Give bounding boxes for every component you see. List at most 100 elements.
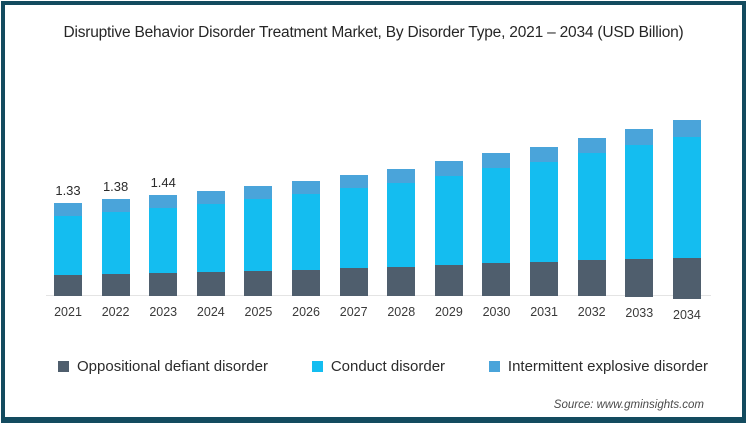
bar-segment-oppositional-defiant-disorder — [149, 273, 178, 296]
legend-item-conduct-disorder: Conduct disorder — [311, 358, 446, 375]
bar-segment-oppositional-defiant-disorder — [387, 267, 416, 296]
bar-segment-intermittent-explosive-disorder — [530, 147, 559, 162]
bar-stack — [339, 175, 368, 296]
bar-stack — [387, 169, 416, 296]
legend-label: Oppositional defiant disorder — [77, 358, 268, 375]
bar-segment-oppositional-defiant-disorder — [672, 258, 701, 299]
bar-segment-conduct-disorder — [530, 162, 559, 262]
x-axis-tick-label: 2023 — [149, 305, 178, 319]
bar-segment-oppositional-defiant-disorder — [101, 274, 130, 296]
bar-segment-intermittent-explosive-disorder — [339, 175, 368, 188]
legend-item-oppositional-defiant-disorder: Oppositional defiant disorder — [58, 358, 268, 375]
bar-stack — [672, 120, 701, 299]
x-axis-tick-label: 2022 — [101, 305, 130, 319]
bar-segment-intermittent-explosive-disorder — [482, 153, 511, 168]
bar-segment-conduct-disorder — [149, 208, 178, 273]
bar-stack — [54, 203, 82, 296]
bar-segment-intermittent-explosive-disorder — [625, 129, 654, 146]
bar-stack — [244, 186, 273, 296]
x-axis-tick-label: 2033 — [625, 306, 654, 321]
bar-segment-conduct-disorder — [577, 153, 606, 260]
bar-segment-oppositional-defiant-disorder — [292, 270, 321, 296]
bar-segment-oppositional-defiant-disorder — [244, 271, 273, 296]
bar-segment-oppositional-defiant-disorder — [339, 268, 368, 296]
bar-segment-oppositional-defiant-disorder — [530, 262, 559, 296]
bar-value-label: 1.38 — [102, 179, 129, 194]
bar-segment-oppositional-defiant-disorder — [196, 272, 225, 296]
x-axis-tick-label: 2024 — [196, 305, 225, 319]
bar-segment-intermittent-explosive-disorder — [672, 120, 701, 137]
bar-column-2031: 2031 — [530, 110, 559, 322]
bar-segment-conduct-disorder — [101, 212, 130, 274]
bar-segment-conduct-disorder — [196, 204, 225, 272]
bar-segment-conduct-disorder — [434, 176, 463, 265]
bar-segment-conduct-disorder — [339, 188, 368, 268]
bar-column-2025: 2025 — [244, 110, 273, 322]
bar-column-2034: 2034 — [672, 110, 701, 322]
bar-segment-intermittent-explosive-disorder — [54, 203, 82, 216]
bar-column-2028: 2028 — [387, 110, 416, 322]
bar-segment-oppositional-defiant-disorder — [54, 275, 82, 296]
bar-column-2033: 2033 — [625, 110, 654, 322]
bar-column-2027: 2027 — [339, 110, 368, 322]
legend-label: Conduct disorder — [330, 358, 446, 375]
x-axis-tick-label: 2032 — [577, 305, 606, 319]
bar-segment-oppositional-defiant-disorder — [625, 259, 654, 298]
x-axis-tick-label: 2034 — [673, 308, 701, 322]
bar-column-2022: 1.38 2022 — [101, 110, 130, 322]
source-attribution: Source: www.gminsights.com — [553, 399, 704, 411]
bar-segment-intermittent-explosive-disorder — [292, 181, 321, 194]
x-axis-tick-label: 2027 — [339, 305, 368, 319]
bar-stack — [434, 161, 463, 296]
x-axis-tick-label: 2026 — [292, 305, 320, 319]
bar-column-2026: 2026 — [292, 110, 321, 322]
bar-column-2023: 1.44 2023 — [149, 110, 178, 322]
bar-value-label: 1.33 — [55, 183, 81, 198]
plot-area: 1.33 2021 1.38 2022 1.44 2023 2024 2025 2026 2027… — [5, 5, 742, 417]
x-axis-tick-label: 2030 — [482, 305, 511, 319]
x-axis-tick-label: 2021 — [54, 305, 82, 319]
legend-swatch-icon — [58, 361, 69, 372]
legend: Oppositional defiant disorder Conduct dis… — [58, 358, 708, 375]
bar-segment-oppositional-defiant-disorder — [482, 263, 511, 296]
bar-segment-conduct-disorder — [387, 183, 416, 267]
bar-segment-intermittent-explosive-disorder — [196, 191, 225, 204]
bar-column-2030: 2030 — [482, 110, 511, 322]
bar-stack — [482, 153, 511, 296]
bar-segment-intermittent-explosive-disorder — [101, 199, 130, 212]
chart-title: Disruptive Behavior Disorder Treatment M… — [63, 24, 684, 41]
bar-segment-intermittent-explosive-disorder — [434, 161, 463, 176]
bar-segment-conduct-disorder — [625, 145, 654, 260]
bar-stack — [149, 195, 178, 296]
legend-swatch-icon — [311, 361, 323, 372]
bar-stack — [625, 129, 654, 298]
bar-column-2021: 1.33 2021 — [54, 110, 82, 322]
bar-segment-conduct-disorder — [672, 137, 701, 258]
x-axis-tick-label: 2028 — [387, 305, 416, 319]
legend-label: Intermittent explosive disorder — [507, 358, 708, 375]
bar-segment-intermittent-explosive-disorder — [149, 195, 178, 208]
legend-item-intermittent-explosive-disorder: Intermittent explosive disorder — [488, 358, 708, 375]
x-axis-tick-label: 2029 — [434, 305, 463, 319]
bar-stack — [530, 147, 559, 296]
bar-stack — [196, 191, 225, 296]
bar-segment-conduct-disorder — [482, 168, 511, 263]
bar-column-2024: 2024 — [196, 110, 225, 322]
bar-value-label: 1.44 — [150, 175, 176, 190]
bars-container: 1.33 2021 1.38 2022 1.44 2023 2024 2025 2026 2027… — [54, 110, 701, 322]
bar-segment-intermittent-explosive-disorder — [387, 169, 416, 183]
x-axis-line — [46, 295, 711, 296]
bar-column-2032: 2032 — [577, 110, 606, 322]
bar-segment-intermittent-explosive-disorder — [244, 186, 273, 199]
bar-segment-conduct-disorder — [244, 199, 273, 271]
bar-column-2029: 2029 — [434, 110, 463, 322]
bar-segment-intermittent-explosive-disorder — [577, 138, 606, 153]
bar-stack — [292, 181, 321, 296]
x-axis-tick-label: 2031 — [530, 305, 558, 319]
bar-segment-conduct-disorder — [54, 216, 82, 275]
bar-segment-oppositional-defiant-disorder — [434, 265, 463, 296]
bar-segment-conduct-disorder — [292, 194, 321, 270]
bar-stack — [101, 199, 130, 296]
bar-stack — [577, 138, 606, 296]
